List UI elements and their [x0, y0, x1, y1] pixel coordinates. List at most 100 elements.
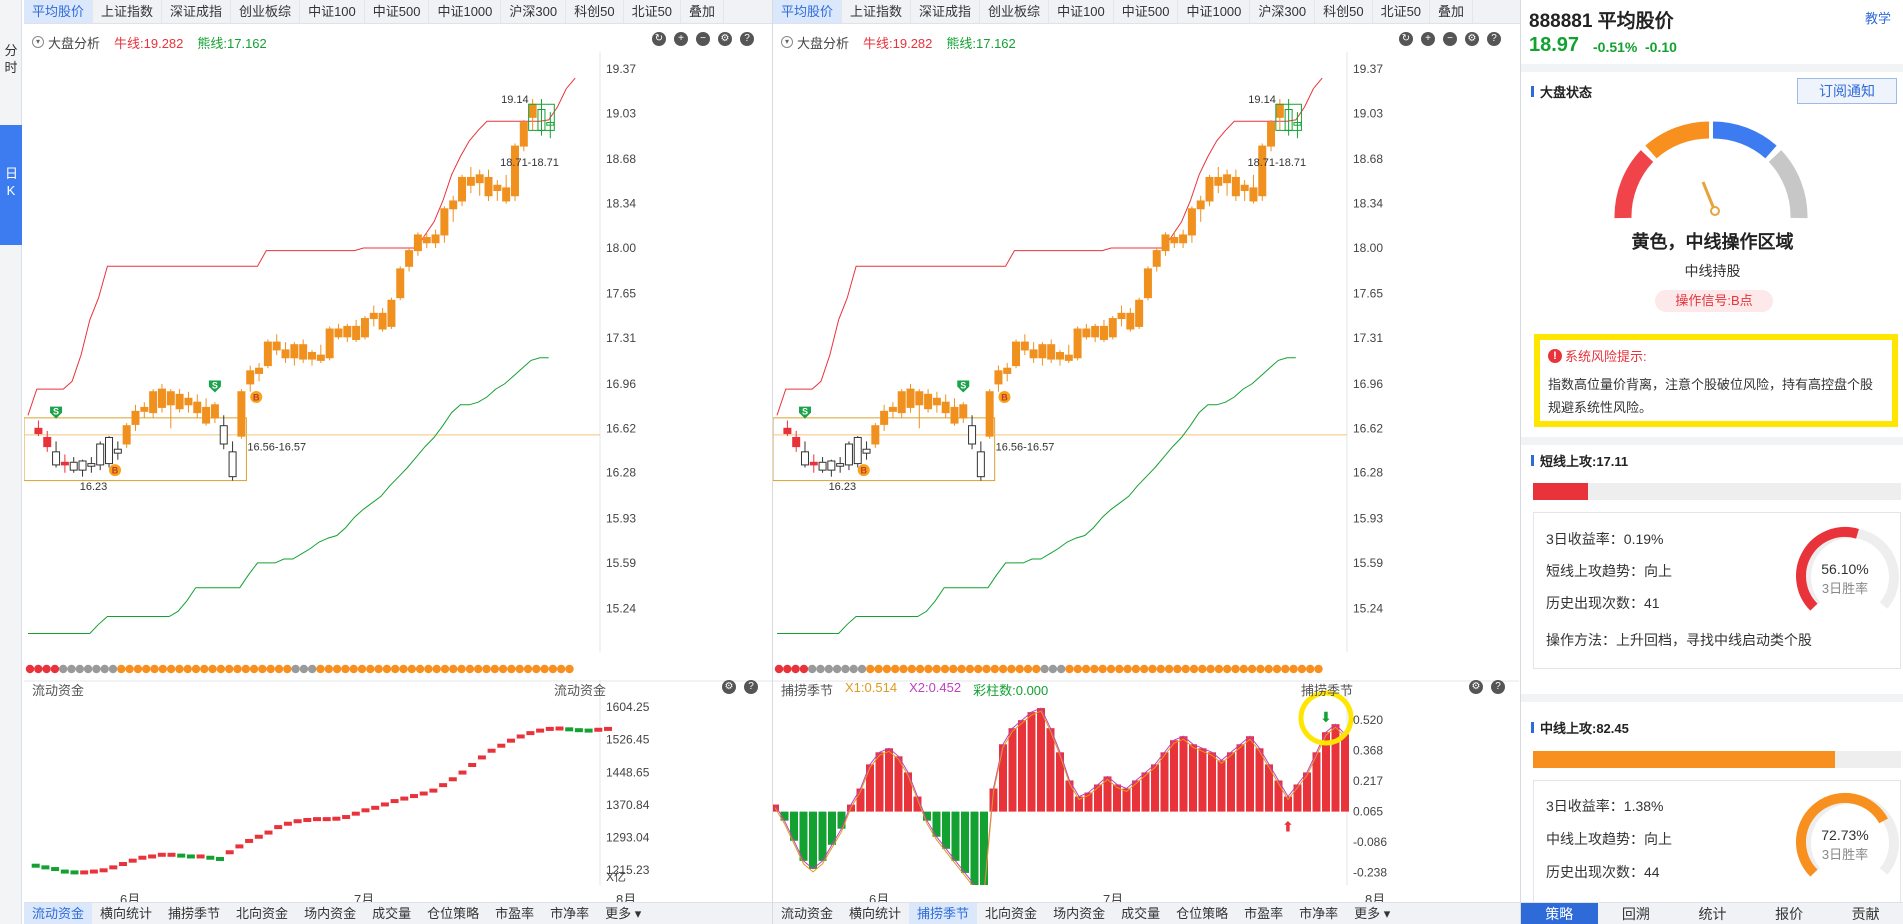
flow-bar [361, 808, 370, 813]
refresh-icon[interactable]: ↻ [1399, 32, 1413, 46]
strategy-tab[interactable]: 报价 [1775, 906, 1804, 922]
strategy-tab[interactable]: 统计 [1698, 906, 1727, 922]
index-tab[interactable]: 中证500 [365, 0, 430, 23]
index-tab[interactable]: 科创50 [1315, 0, 1373, 23]
index-tab[interactable]: 中证500 [1114, 0, 1179, 23]
zoom-out-icon[interactable]: − [696, 32, 710, 46]
teach-link[interactable]: 教学 [1865, 11, 1892, 26]
index-tab[interactable]: 创业板综 [231, 0, 301, 23]
candle-body [915, 391, 924, 406]
state-dot [1264, 664, 1273, 674]
cycle-bar [999, 744, 1007, 812]
kline-chart[interactable]: 19.14 18.71-18.71 16.56-16.57 16.23 S B S B 19.3… [773, 52, 1519, 652]
cycle-bar [790, 811, 798, 841]
indicator-tab[interactable]: 流动资金 [24, 903, 93, 924]
candle-body [1012, 341, 1021, 367]
kline-chart[interactable]: 19.14 18.71-18.71 16.56-16.57 16.23 S B S B 19.3… [24, 52, 772, 652]
fenshi-tab[interactable]: 分时 [4, 43, 18, 75]
indicator-name[interactable]: ▾ 大盘分析 [32, 33, 100, 52]
indicator-tab[interactable]: 流动资金 [781, 906, 834, 921]
indicator-tab[interactable]: 北向资金 [236, 906, 289, 921]
cycle-bar [904, 772, 912, 812]
indicator-tab[interactable]: 更多 ▾ [605, 906, 642, 921]
indicator-tab[interactable]: 市盈率 [495, 906, 535, 921]
help-icon[interactable]: ? [1491, 680, 1505, 694]
indicator-tab[interactable]: 捕捞季节 [168, 906, 221, 921]
subscribe-button[interactable]: 订阅通知 [1797, 78, 1897, 104]
svg-text:B: B [1001, 392, 1008, 402]
index-tab[interactable]: 创业板综 [980, 0, 1050, 23]
left-sidebar: 分时 日K [0, 0, 22, 924]
state-dot [907, 664, 916, 674]
zoom-in-icon[interactable]: + [1421, 32, 1435, 46]
indicator-tab[interactable]: 市盈率 [1244, 906, 1284, 921]
strategy-tab[interactable]: 贡献 [1851, 906, 1880, 922]
help-icon[interactable]: ? [1487, 32, 1501, 46]
mid-trend: 中线上攻趋势：向上 [1546, 831, 1672, 847]
price-axis-label: 15.24 [606, 602, 636, 616]
index-tab[interactable]: 中证1000 [429, 0, 502, 23]
state-dot [832, 664, 842, 674]
settings-icon[interactable]: ⚙ [1469, 680, 1483, 694]
indicator-tab[interactable]: 横向统计 [849, 906, 902, 921]
zoom-in-icon[interactable]: + [674, 32, 688, 46]
index-tab[interactable]: 中证1000 [1178, 0, 1251, 23]
flow-chart[interactable]: 1604.25 1526.45 1448.65 1370.84 1293.04 1215.… [24, 680, 772, 885]
flow-axis-label: 1448.65 [606, 765, 650, 779]
candle-body [1108, 318, 1117, 338]
index-tab[interactable]: 中证100 [1049, 0, 1114, 23]
strategy-tab[interactable]: 策略 [1521, 903, 1598, 924]
indicator-tab[interactable]: 更多 ▾ [1354, 906, 1391, 921]
indicator-tab[interactable]: 捕捞季节 [909, 903, 978, 924]
zoom-out-icon[interactable]: − [1443, 32, 1457, 46]
index-tab[interactable]: 平均股价 [24, 0, 94, 23]
index-tab[interactable]: 深证成指 [911, 0, 981, 23]
index-tab[interactable]: 平均股价 [773, 0, 843, 23]
index-tab[interactable]: 科创50 [566, 0, 624, 23]
index-title: 888881 平均股价 [1529, 11, 1674, 32]
index-tab[interactable]: 北证50 [1373, 0, 1431, 23]
indicator-tab[interactable]: 场内资金 [304, 906, 357, 921]
help-icon[interactable]: ? [740, 32, 754, 46]
state-dots-row [24, 662, 600, 676]
cycle-axis-label: -0.086 [1353, 835, 1387, 849]
index-tab[interactable]: 上证指数 [93, 0, 163, 23]
state-dot [133, 664, 143, 674]
index-tab[interactable]: 深证成指 [162, 0, 232, 23]
index-tab[interactable]: 中证100 [300, 0, 365, 23]
settings-icon[interactable]: ⚙ [718, 32, 732, 46]
indicator-tab[interactable]: 市净率 [1299, 906, 1339, 921]
help-icon[interactable]: ? [744, 680, 758, 694]
indicator-tab[interactable]: 横向统计 [100, 906, 153, 921]
indicator-name[interactable]: ▾ 大盘分析 [781, 33, 849, 52]
refresh-icon[interactable]: ↻ [652, 32, 666, 46]
price-axis-label: 15.59 [1353, 556, 1383, 570]
cycle-bar [1075, 796, 1083, 812]
index-tab[interactable]: 沪深300 [1250, 0, 1316, 23]
indicator-tab[interactable]: 成交量 [372, 906, 412, 921]
indicator-tab[interactable]: 仓位策略 [1176, 906, 1229, 921]
settings-icon[interactable]: ⚙ [1465, 32, 1479, 46]
state-dot [308, 664, 317, 674]
index-tab[interactable]: 叠加 [681, 0, 725, 23]
cycle-axis-label: 0.217 [1353, 774, 1383, 788]
indicator-tab[interactable]: 场内资金 [1053, 906, 1106, 921]
index-tab[interactable]: 上证指数 [842, 0, 912, 23]
index-tab[interactable]: 叠加 [1430, 0, 1474, 23]
flow-axis-label: 1215.23 [606, 863, 650, 877]
index-tab[interactable]: 北证50 [624, 0, 682, 23]
settings-icon[interactable]: ⚙ [722, 680, 736, 694]
indicator-tab[interactable]: 北向资金 [985, 906, 1038, 921]
indicator-tab[interactable]: 仓位策略 [427, 906, 480, 921]
flow-title-right-label: 流动资金 [554, 683, 607, 698]
flow-bar [225, 850, 234, 855]
candle-body [122, 425, 131, 445]
indicator-tab[interactable]: 市净率 [550, 906, 590, 921]
risk-title: 系统风险提示: [1565, 349, 1647, 364]
indicator-tab[interactable]: 成交量 [1121, 906, 1161, 921]
cycle-chart[interactable]: 0.520 0.368 0.217 0.065 -0.086 -0.238 ⬇ ⬆ [773, 680, 1519, 885]
strategy-tab[interactable]: 回溯 [1621, 906, 1650, 922]
rik-tab[interactable]: 日K [0, 125, 22, 245]
index-tab[interactable]: 沪深300 [501, 0, 567, 23]
cycle-bar [932, 811, 941, 837]
